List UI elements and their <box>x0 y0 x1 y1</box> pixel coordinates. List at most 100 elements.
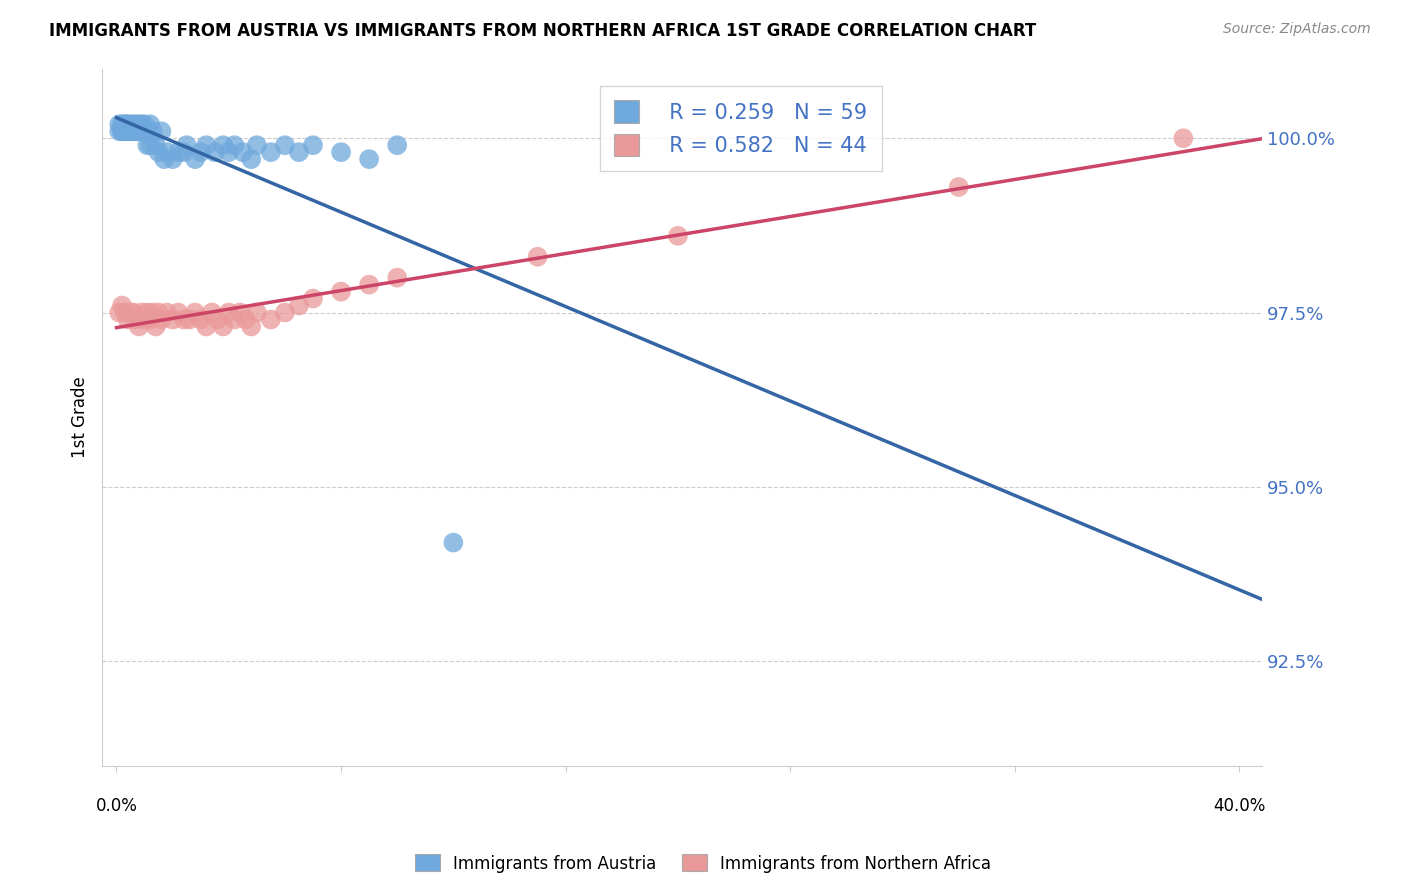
Y-axis label: 1st Grade: 1st Grade <box>72 376 89 458</box>
Point <box>139 117 162 131</box>
Point <box>114 117 136 131</box>
Point <box>204 145 226 160</box>
Point <box>218 305 240 319</box>
Point <box>229 305 252 319</box>
Point <box>120 124 142 138</box>
Point <box>145 319 167 334</box>
Point <box>122 124 145 138</box>
Point <box>260 145 283 160</box>
Point <box>330 145 353 160</box>
Point <box>288 145 311 160</box>
Point <box>145 138 167 153</box>
Point <box>162 152 184 166</box>
Point <box>142 124 165 138</box>
Point <box>150 124 173 138</box>
Point <box>176 138 198 153</box>
Point <box>173 312 195 326</box>
Point <box>120 305 142 319</box>
Point <box>162 312 184 326</box>
Point <box>131 117 153 131</box>
Text: Source: ZipAtlas.com: Source: ZipAtlas.com <box>1223 22 1371 37</box>
Point <box>666 228 689 243</box>
Point <box>114 117 136 131</box>
Point <box>156 305 179 319</box>
Point <box>117 124 139 138</box>
Point <box>131 305 153 319</box>
Point <box>117 312 139 326</box>
Point <box>526 250 548 264</box>
Point <box>128 124 150 138</box>
Point <box>190 312 212 326</box>
Point <box>111 124 134 138</box>
Text: IMMIGRANTS FROM AUSTRIA VS IMMIGRANTS FROM NORTHERN AFRICA 1ST GRADE CORRELATION: IMMIGRANTS FROM AUSTRIA VS IMMIGRANTS FR… <box>49 22 1036 40</box>
Point <box>153 152 176 166</box>
Point <box>240 152 263 166</box>
Point <box>190 145 212 160</box>
Point <box>108 305 131 319</box>
Point <box>302 292 325 306</box>
Point <box>359 152 381 166</box>
Point <box>128 319 150 334</box>
Point <box>134 124 156 138</box>
Point <box>136 138 159 153</box>
Point <box>142 305 165 319</box>
Point <box>125 117 148 131</box>
Point <box>114 124 136 138</box>
Point <box>117 124 139 138</box>
Point <box>150 312 173 326</box>
Point <box>240 319 263 334</box>
Point <box>212 319 235 334</box>
Point <box>288 299 311 313</box>
Point <box>212 138 235 153</box>
Point <box>108 124 131 138</box>
Point <box>274 138 297 153</box>
Point <box>125 124 148 138</box>
Point <box>441 535 464 549</box>
Point <box>195 138 218 153</box>
Point <box>387 138 409 153</box>
Point <box>179 312 201 326</box>
Point <box>125 312 148 326</box>
Point <box>108 117 131 131</box>
Point <box>111 299 134 313</box>
Point <box>111 117 134 131</box>
Point <box>136 305 159 319</box>
Point <box>218 145 240 160</box>
Point <box>122 305 145 319</box>
Point <box>120 124 142 138</box>
Point <box>302 138 325 153</box>
Point <box>148 305 170 319</box>
Point <box>136 124 159 138</box>
Point <box>122 124 145 138</box>
Point <box>114 305 136 319</box>
Point <box>156 145 179 160</box>
Point <box>235 312 257 326</box>
Point <box>125 124 148 138</box>
Point <box>120 117 142 131</box>
Point <box>167 305 190 319</box>
Point <box>274 305 297 319</box>
Point <box>201 305 224 319</box>
Point <box>139 312 162 326</box>
Point <box>173 145 195 160</box>
Point <box>224 138 246 153</box>
Point <box>111 124 134 138</box>
Point <box>1173 131 1195 145</box>
Text: 0.0%: 0.0% <box>96 797 138 815</box>
Point <box>148 145 170 160</box>
Point <box>131 124 153 138</box>
Point <box>167 145 190 160</box>
Text: 40.0%: 40.0% <box>1213 797 1265 815</box>
Point <box>948 180 970 194</box>
Point <box>184 305 207 319</box>
Point <box>134 312 156 326</box>
Point <box>207 312 229 326</box>
Legend: Immigrants from Austria, Immigrants from Northern Africa: Immigrants from Austria, Immigrants from… <box>408 847 998 880</box>
Point <box>195 319 218 334</box>
Point <box>232 145 254 160</box>
Point <box>117 117 139 131</box>
Point <box>359 277 381 292</box>
Point <box>224 312 246 326</box>
Point <box>246 138 269 153</box>
Legend:   R = 0.259   N = 59,   R = 0.582   N = 44: R = 0.259 N = 59, R = 0.582 N = 44 <box>600 86 882 171</box>
